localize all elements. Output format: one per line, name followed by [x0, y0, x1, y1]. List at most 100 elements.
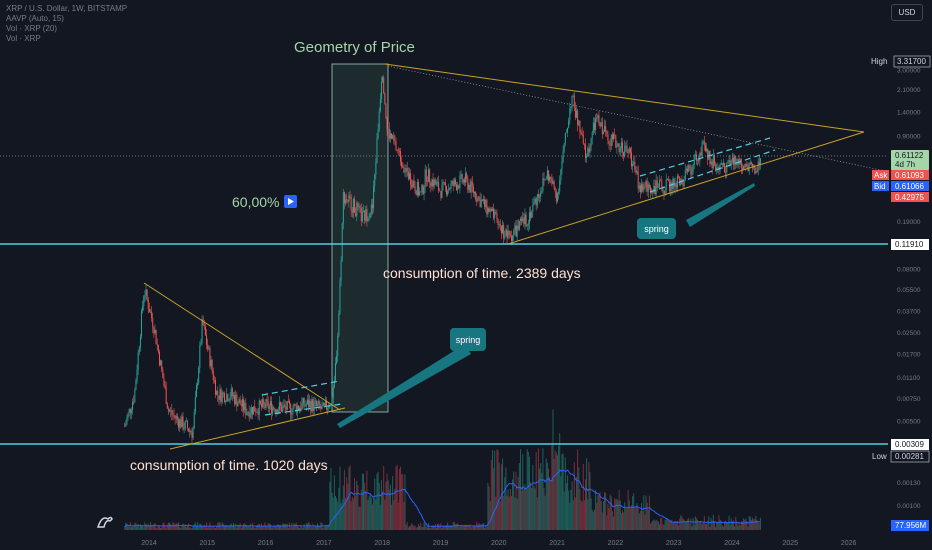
- candle-body: [744, 165, 746, 167]
- candle-body: [385, 103, 387, 118]
- volume-bar: [281, 527, 283, 530]
- trendline-upper-small: [143, 282, 341, 411]
- candle-body: [351, 210, 353, 213]
- legend-indicator-vol[interactable]: Vol · XRP: [6, 34, 41, 43]
- candle-body: [688, 165, 690, 172]
- candle-body: [728, 160, 730, 162]
- volume-bar: [487, 482, 489, 530]
- candle-body: [530, 212, 532, 218]
- volume-bar: [567, 475, 569, 530]
- volume-bar: [690, 518, 692, 530]
- candle-body: [610, 134, 612, 146]
- candle-body: [678, 175, 680, 177]
- volume-bar: [739, 525, 741, 530]
- volume-bar: [541, 472, 543, 530]
- volume-bar: [672, 522, 674, 530]
- volume-bar: [650, 523, 652, 530]
- volume-bar: [330, 467, 332, 530]
- volume-bar: [351, 496, 353, 530]
- volume-bar: [241, 526, 243, 530]
- candle-body: [456, 184, 458, 190]
- legend-indicator-aavp[interactable]: AAVP (Auto, 15): [6, 14, 64, 23]
- volume-bar: [684, 522, 686, 530]
- legend-indicator-vol-ma[interactable]: Vol · XRP (20): [6, 24, 57, 33]
- candle-body: [296, 405, 298, 413]
- candle-body: [435, 182, 437, 185]
- candle-body: [428, 169, 430, 182]
- candle-body: [376, 138, 378, 163]
- volume-bar: [637, 508, 639, 530]
- volume-bar: [272, 527, 274, 530]
- candle-body: [711, 161, 713, 168]
- candle-body: [513, 230, 515, 236]
- volume-bar: [277, 524, 279, 530]
- candle-body: [243, 399, 245, 411]
- candle-body: [458, 185, 460, 189]
- volume-bar: [161, 527, 163, 530]
- candle-body: [391, 133, 393, 139]
- volume-bar: [580, 500, 582, 530]
- candle-body: [561, 161, 563, 170]
- volume-bar: [457, 523, 459, 530]
- candle-body: [161, 360, 163, 370]
- volume-bar: [573, 462, 575, 530]
- candle-body: [580, 132, 582, 133]
- volume-bar: [486, 527, 488, 530]
- currency-button[interactable]: USD: [891, 4, 923, 21]
- volume-bar: [620, 513, 622, 530]
- volume-bar: [127, 526, 129, 530]
- volume-bar: [706, 524, 708, 530]
- candle-body: [308, 399, 310, 408]
- channel-upper-large: [639, 137, 771, 177]
- candle-body: [480, 199, 482, 207]
- candle-body: [326, 401, 328, 410]
- volume-bar: [622, 510, 624, 530]
- candle-body: [675, 183, 677, 188]
- candle-body: [206, 335, 208, 345]
- candle-body: [280, 402, 282, 406]
- candle-body: [437, 181, 439, 183]
- volume-bar: [413, 526, 415, 530]
- price-tick-label: 0.03700: [897, 309, 921, 316]
- volume-bar: [327, 525, 329, 530]
- spring-arrow-lower: [337, 344, 471, 428]
- volume-bar: [660, 518, 662, 530]
- volume-bar: [379, 504, 381, 530]
- volume-bar: [633, 493, 635, 530]
- candle-body: [559, 180, 561, 192]
- candle-body: [424, 169, 426, 187]
- volume-bar: [268, 523, 270, 530]
- spring-label-box-upper[interactable]: [637, 218, 676, 239]
- candle-body: [432, 179, 434, 187]
- volume-bar: [639, 510, 641, 530]
- volume-bar: [725, 520, 727, 530]
- volume-bar: [290, 527, 292, 530]
- candle-body: [148, 308, 150, 313]
- volume-bar: [360, 489, 362, 530]
- volume-bar: [425, 526, 427, 530]
- candle-body: [166, 403, 168, 409]
- volume-bar: [579, 488, 581, 530]
- time-tick-label: 2016: [258, 540, 274, 547]
- spring-label-box-lower[interactable]: [450, 328, 486, 351]
- candle-body: [692, 164, 694, 172]
- volume-bar: [328, 524, 330, 530]
- volume-bar: [246, 525, 248, 530]
- legend-symbol[interactable]: XRP / U.S. Dollar, 1W, BITSTAMP: [6, 4, 128, 13]
- candle-body: [449, 188, 451, 190]
- candle-body: [499, 224, 501, 227]
- candle-body: [574, 108, 576, 118]
- candle-body: [729, 160, 731, 165]
- volume-bar: [220, 527, 222, 530]
- candle-body: [498, 224, 500, 225]
- candle-body: [186, 421, 188, 429]
- candle-body: [476, 199, 478, 202]
- candle-body: [276, 409, 278, 414]
- volume-bar: [619, 500, 621, 530]
- candle-body: [719, 164, 721, 171]
- volume-bar: [484, 527, 486, 530]
- volume-bar: [249, 523, 251, 530]
- volume-bar: [715, 527, 717, 530]
- volume-bar: [402, 473, 404, 530]
